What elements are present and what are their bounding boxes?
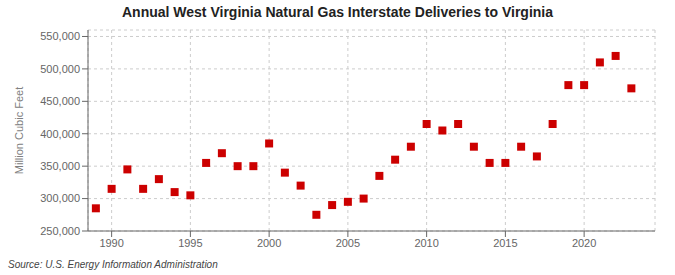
html-text:Source: U.S. Energy Informatio: Source: U.S. Energy Information Administ… xyxy=(8,259,218,270)
svg-text:2020: 2020 xyxy=(572,237,596,249)
svg-text:2000: 2000 xyxy=(257,237,281,249)
svg-text:500,000: 500,000 xyxy=(40,63,80,75)
svg-text:400,000: 400,000 xyxy=(40,128,80,140)
svg-text:450,000: 450,000 xyxy=(40,95,80,107)
svg-text:350,000: 350,000 xyxy=(40,160,80,172)
html-text:Annual West Virginia Natural G: Annual West Virginia Natural Gas Interst… xyxy=(122,4,553,20)
svg-text:Million Cubic Feet: Million Cubic Feet xyxy=(13,87,25,174)
svg-text:2010: 2010 xyxy=(414,237,438,249)
svg-text:1995: 1995 xyxy=(178,237,202,249)
svg-text:550,000: 550,000 xyxy=(40,30,80,42)
svg-text:1990: 1990 xyxy=(99,237,123,249)
svg-text:250,000: 250,000 xyxy=(40,225,80,237)
svg-text:2015: 2015 xyxy=(493,237,517,249)
svg-text:300,000: 300,000 xyxy=(40,192,80,204)
svg-text:2005: 2005 xyxy=(336,237,360,249)
